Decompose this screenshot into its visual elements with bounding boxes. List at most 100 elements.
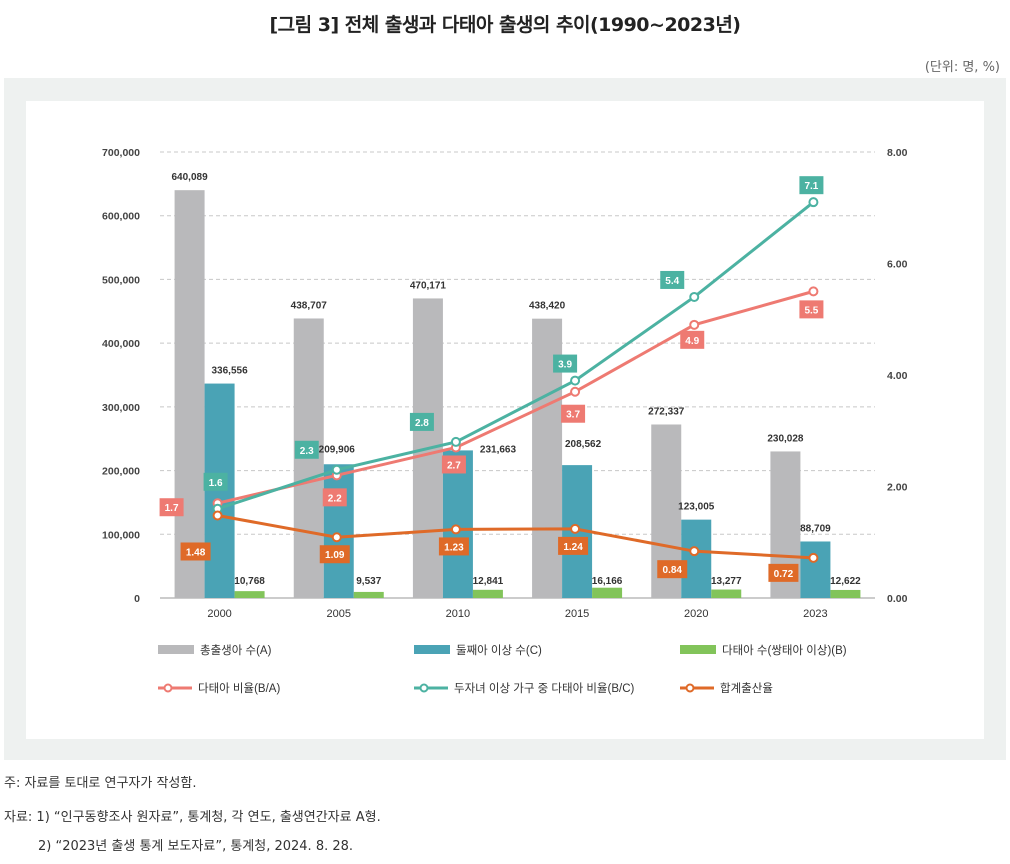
line-value-label: 2.2 — [328, 493, 342, 504]
source-note-2: 2) “2023년 출생 통계 보도자료”, 통계청, 2024. 8. 28. — [38, 839, 354, 854]
line-value-label: 4.9 — [685, 336, 699, 347]
bar-value-label: 272,337 — [648, 406, 685, 417]
line-value-label: 5.5 — [804, 305, 818, 316]
line-value-label: 1.09 — [325, 550, 345, 561]
line-value-box — [768, 563, 799, 582]
bar-value-label: 438,420 — [529, 301, 566, 312]
line-value-box — [799, 300, 824, 319]
legend-marker — [419, 683, 429, 693]
line-value-label: 1.23 — [444, 542, 464, 553]
line-value-box — [441, 455, 466, 474]
line-value-box — [159, 498, 184, 517]
line-value-box — [294, 440, 319, 459]
x-tick-label: 2015 — [565, 608, 589, 620]
line-value-box — [558, 536, 589, 555]
line-value-box — [561, 404, 586, 423]
multiple-births-bar — [830, 589, 861, 598]
bar-value-label: 208,562 — [565, 439, 602, 450]
legend-label: 둘째아 이상 수(C) — [456, 644, 542, 657]
legend-label: 다태아 수(쌍태아 이상)(B) — [722, 644, 847, 657]
line-value-label: 1.7 — [165, 503, 179, 514]
line-value-label: 3.9 — [558, 360, 572, 371]
legend-label: 다태아 비율(B/A) — [198, 682, 280, 695]
multiple-births-bar — [592, 587, 623, 598]
tfr-line-point — [570, 523, 581, 534]
line-value-label: 0.72 — [774, 569, 794, 580]
y-right-tick-label: 0.00 — [887, 593, 908, 605]
bar-value-label: 88,709 — [800, 523, 831, 534]
ratio-bc-line-point — [450, 436, 461, 447]
legend-marker — [163, 683, 173, 693]
y-left-tick-label: 400,000 — [102, 338, 140, 350]
line-value-box — [553, 354, 578, 373]
line-value-box — [319, 545, 350, 564]
ratio-ba-line-point — [570, 386, 581, 397]
y-left-tick-label: 0 — [134, 593, 140, 605]
bar-value-label: 438,707 — [291, 300, 328, 311]
y-left-tick-label: 100,000 — [102, 529, 140, 541]
tfr-line-point — [331, 532, 342, 543]
x-tick-label: 2020 — [684, 608, 708, 620]
second-plus-bar — [323, 464, 354, 598]
line-value-label: 0.84 — [663, 565, 683, 576]
bar-value-label: 16,166 — [592, 576, 623, 587]
line-value-box — [409, 412, 434, 431]
second-plus-bar — [681, 519, 712, 598]
line-value-label: 1.48 — [186, 547, 206, 558]
ratio-bc-line-point — [808, 197, 819, 208]
footnote: 주: 자료를 토대로 연구자가 작성함. — [4, 776, 197, 791]
multiple-births-bar — [353, 591, 384, 598]
ratio-bc-line-point — [689, 291, 700, 302]
ratio-ba-line-point — [689, 319, 700, 330]
x-tick-label: 2005 — [327, 608, 351, 620]
line-value-box — [180, 542, 211, 561]
tfr-line-point — [212, 510, 223, 521]
y-right-tick-label: 8.00 — [887, 147, 908, 159]
line-value-label: 2.3 — [300, 446, 314, 457]
line-value-label: 3.7 — [566, 410, 580, 421]
bar-value-label: 12,622 — [830, 576, 861, 587]
ratio-bc-line-point — [331, 464, 342, 475]
tfr-line-point — [450, 524, 461, 535]
y-left-tick-label: 700,000 — [102, 147, 140, 159]
bar-value-label: 10,768 — [234, 576, 265, 587]
bar-value-label: 640,089 — [172, 172, 209, 183]
tfr-line — [217, 514, 814, 560]
x-tick-label: 2000 — [207, 608, 231, 620]
bar-value-label: 230,028 — [767, 433, 804, 444]
ratio-bc-line-point — [570, 375, 581, 386]
tfr-line-point — [689, 546, 700, 557]
y-right-tick-label: 4.00 — [887, 370, 908, 382]
bar-value-label: 336,556 — [212, 366, 249, 377]
legend-label: 총출생아 수(A) — [200, 644, 272, 657]
multiple-births-bar — [472, 589, 503, 598]
x-tick-label: 2010 — [446, 608, 470, 620]
line-value-box — [799, 176, 824, 195]
legend-label: 두자녀 이상 가구 중 다태아 비율(B/C) — [454, 682, 635, 695]
line-value-box — [657, 560, 688, 579]
legend-swatch — [414, 645, 450, 654]
y-right-tick-label: 2.00 — [887, 482, 908, 494]
line-value-label: 5.4 — [665, 276, 679, 287]
bar-value-label: 12,841 — [473, 576, 504, 587]
line-value-label: 2.7 — [447, 460, 461, 471]
bar-value-label: 13,277 — [711, 576, 742, 587]
tfr-line-point — [808, 552, 819, 563]
total-births-bar — [174, 190, 205, 598]
y-left-tick-label: 200,000 — [102, 466, 140, 478]
legend-swatch — [158, 645, 194, 654]
bar-value-label: 209,906 — [319, 444, 356, 455]
line-value-box — [660, 270, 685, 289]
multiple-births-bar — [234, 591, 265, 598]
bar-value-label: 231,663 — [480, 444, 517, 455]
bar-value-label: 470,171 — [410, 280, 447, 291]
combo-chart: 0 100,000 200,000 300,000 400,000 500,000 600,… — [102, 147, 908, 695]
line-value-label: 1.6 — [209, 478, 223, 489]
line-value-box — [680, 330, 705, 349]
unit-label: (단위: 명, %) — [924, 60, 1000, 75]
line-value-box — [203, 472, 228, 491]
second-plus-bar — [442, 450, 473, 598]
line-value-box — [438, 537, 469, 556]
y-left-tick-label: 300,000 — [102, 402, 140, 414]
bar-value-label: 123,005 — [678, 502, 715, 513]
